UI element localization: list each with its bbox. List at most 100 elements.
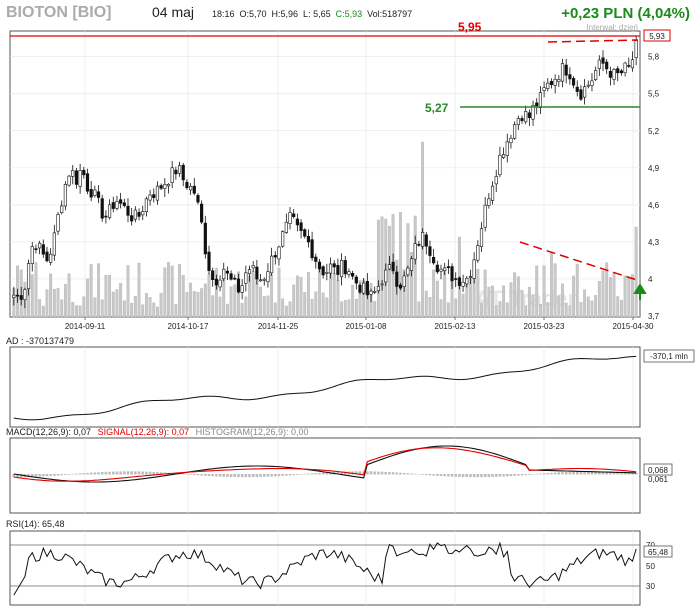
macd-hist-bar xyxy=(531,474,535,475)
macd-hist-bar xyxy=(123,471,126,475)
signal-value-label: 0,061 xyxy=(648,475,669,484)
macd-hist-bar xyxy=(189,474,192,475)
macd-hist-bar xyxy=(86,472,89,475)
price-change: +0,23 PLN (4,04%) xyxy=(561,5,690,22)
volume-bar xyxy=(192,290,196,318)
up-arrow-icon xyxy=(633,283,647,300)
volume-bar xyxy=(527,286,531,318)
macd-hist-bar xyxy=(509,474,513,477)
candle-body xyxy=(310,239,314,259)
macd-hist-bar xyxy=(513,474,516,476)
macd-legend: MACD(12,26,9): 0,07 SIGNAL(12,26,9): 0,0… xyxy=(6,427,309,437)
macd-hist-bar xyxy=(222,474,226,477)
candle-body xyxy=(538,92,543,109)
candle-body xyxy=(365,281,369,296)
candle-body xyxy=(347,271,351,275)
downtrend-dashed-line xyxy=(519,241,641,282)
candle-body xyxy=(339,259,344,278)
macd-hist-bar xyxy=(524,474,527,476)
price-y-axis: 3,7 4 4,3 4,6 4,9 5,2 5,5 5,8 xyxy=(648,53,660,321)
volume-bar xyxy=(181,275,185,318)
candle-body xyxy=(222,268,226,280)
macd-legend-macd: MACD(12,26,9): 0,07 xyxy=(6,427,91,437)
volume-bar xyxy=(141,304,145,318)
macd-hist-bar xyxy=(568,471,572,475)
volume-bar xyxy=(583,289,587,318)
volume-bar xyxy=(631,274,634,318)
volume-bar xyxy=(45,289,49,318)
volume-bar xyxy=(178,264,181,318)
volume-bar xyxy=(509,282,513,318)
macd-hist-bar xyxy=(104,471,108,475)
macd-hist-bar xyxy=(281,474,284,476)
macd-hist-bar xyxy=(318,472,321,475)
candle-body xyxy=(196,195,200,203)
macd-hist-bar xyxy=(178,473,181,475)
macd-hist-bar xyxy=(355,471,358,475)
volume-bar xyxy=(244,296,248,318)
macd-hist-bar xyxy=(406,473,410,475)
candle-body xyxy=(244,272,248,284)
macd-hist-bar xyxy=(244,474,248,478)
candle-body xyxy=(233,277,237,280)
candle-body xyxy=(258,279,263,282)
candle-body xyxy=(623,62,627,74)
signal-line xyxy=(13,447,637,482)
candle-body xyxy=(163,184,167,189)
candle-body xyxy=(200,203,204,223)
x-tick-label: 2014-10-17 xyxy=(168,322,209,331)
candle-body xyxy=(177,165,182,174)
volume-bar xyxy=(586,296,590,318)
candle-body xyxy=(336,265,340,275)
candle-body xyxy=(579,89,583,100)
price-tick-label: 5,2 xyxy=(648,127,660,136)
candle-body xyxy=(332,263,336,268)
candle-body xyxy=(531,105,535,120)
volume-bar xyxy=(126,265,130,318)
ad-grid xyxy=(84,347,634,427)
volume-bar xyxy=(568,305,572,318)
volume-bar xyxy=(189,282,193,318)
volume-bar xyxy=(34,262,38,318)
candle-body xyxy=(78,170,82,187)
candle-body xyxy=(240,285,244,293)
volume-bar xyxy=(590,300,594,318)
volume-bar xyxy=(594,295,598,318)
macd-hist-bar xyxy=(620,472,623,475)
volume-bar xyxy=(557,295,561,318)
candle-body xyxy=(247,269,252,275)
macd-hist-bar xyxy=(458,474,461,477)
candle-body xyxy=(104,215,108,218)
macd-hist-bar xyxy=(185,473,189,475)
candle-body xyxy=(494,176,498,185)
candle-body xyxy=(406,267,410,276)
macd-hist-bar xyxy=(152,471,156,475)
candle-body xyxy=(185,181,189,189)
volume-bar xyxy=(78,305,82,318)
volume-bar xyxy=(89,264,93,318)
candle-body xyxy=(384,269,388,283)
volume-bar xyxy=(572,275,575,318)
ad-line xyxy=(13,355,637,421)
macd-hist-bar xyxy=(586,471,590,475)
macd-hist-bar xyxy=(303,473,307,475)
volume-bar xyxy=(491,285,494,318)
volume-bar xyxy=(306,272,310,318)
macd-hist-bar xyxy=(502,474,505,477)
ad-value-label: -370,1 mln xyxy=(650,352,688,361)
last-price-tag xyxy=(643,29,671,42)
x-tick-label: 2015-04-30 xyxy=(613,322,654,331)
price-tick-label: 5,5 xyxy=(648,90,660,99)
candle-body xyxy=(505,141,509,156)
candle-body xyxy=(107,204,112,218)
candle-body xyxy=(583,86,587,98)
candle-body xyxy=(141,211,145,216)
x-tick-label: 2015-01-08 xyxy=(346,322,387,331)
volume-bar xyxy=(354,298,358,318)
macd-hist-bar xyxy=(561,472,564,475)
candle-body xyxy=(619,70,624,74)
macd-hist-bar xyxy=(605,471,608,475)
volume-bar xyxy=(119,283,123,318)
candle-body xyxy=(26,263,31,290)
